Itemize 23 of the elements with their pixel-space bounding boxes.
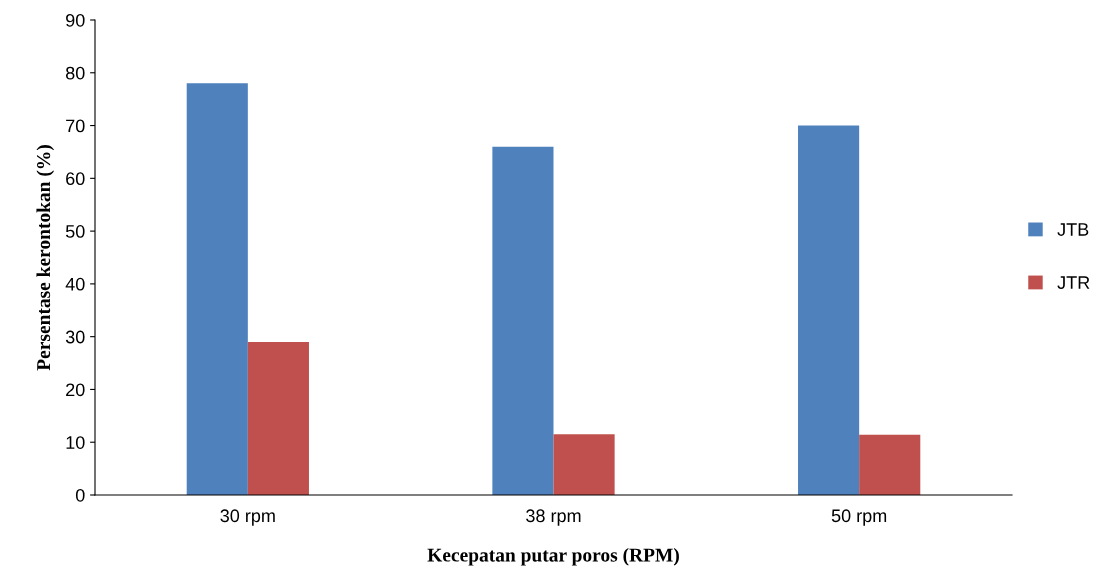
y-axis-title: Persentase kerontokan (%) xyxy=(36,145,55,371)
bar xyxy=(247,341,309,495)
x-axis-title: Kecepatan putar poros (RPM) xyxy=(427,547,679,566)
y-tick-label: 50 xyxy=(65,225,85,238)
y-tick-label: 80 xyxy=(65,66,85,80)
y-tick-label: 90 xyxy=(66,13,85,27)
bar xyxy=(186,83,248,495)
y-tick-label: 60 xyxy=(66,172,85,186)
y-tick-label: 40 xyxy=(65,277,85,291)
legend-label: JTR xyxy=(1057,276,1090,289)
bar xyxy=(859,434,921,495)
y-tick-label: 0 xyxy=(75,488,85,502)
x-tick-label: 50 rpm xyxy=(831,509,887,526)
bar xyxy=(553,434,615,495)
y-tick-label: 70 xyxy=(66,119,85,133)
y-tick-label: 30 xyxy=(65,330,85,344)
x-tick-label: 30 rpm xyxy=(220,509,275,526)
x-tick-label: 38 rpm xyxy=(526,509,581,526)
bar xyxy=(492,146,554,495)
y-tick-label: 10 xyxy=(66,436,85,449)
y-tick-label: 20 xyxy=(66,383,85,397)
legend-label: JTB xyxy=(1057,223,1089,236)
bar xyxy=(798,125,860,495)
